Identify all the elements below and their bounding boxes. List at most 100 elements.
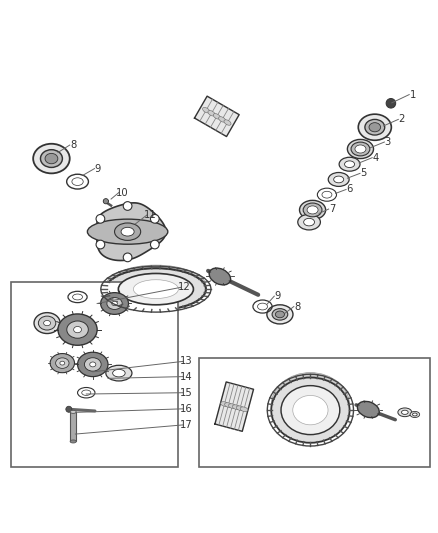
Ellipse shape bbox=[121, 228, 134, 236]
Ellipse shape bbox=[60, 361, 65, 365]
Ellipse shape bbox=[40, 150, 62, 167]
Ellipse shape bbox=[34, 313, 60, 334]
Text: 8: 8 bbox=[294, 302, 300, 312]
Text: 15: 15 bbox=[180, 387, 193, 398]
Ellipse shape bbox=[224, 120, 231, 125]
Ellipse shape bbox=[115, 223, 141, 240]
Ellipse shape bbox=[298, 214, 321, 230]
Circle shape bbox=[96, 214, 105, 223]
Text: 17: 17 bbox=[180, 420, 193, 430]
Ellipse shape bbox=[369, 123, 381, 132]
Circle shape bbox=[123, 253, 132, 262]
Ellipse shape bbox=[307, 206, 318, 214]
Text: 3: 3 bbox=[385, 137, 391, 147]
Circle shape bbox=[386, 99, 396, 108]
Bar bbox=[199, 358, 430, 467]
Ellipse shape bbox=[45, 154, 58, 164]
Polygon shape bbox=[215, 382, 254, 431]
Text: 10: 10 bbox=[116, 188, 129, 198]
Polygon shape bbox=[97, 203, 166, 261]
Bar bbox=[70, 412, 76, 441]
Ellipse shape bbox=[33, 144, 70, 173]
Circle shape bbox=[150, 240, 159, 249]
Circle shape bbox=[123, 201, 132, 211]
Text: 4: 4 bbox=[373, 152, 379, 163]
Ellipse shape bbox=[345, 161, 355, 167]
Ellipse shape bbox=[410, 411, 420, 417]
Ellipse shape bbox=[271, 373, 350, 438]
Ellipse shape bbox=[50, 353, 74, 373]
Ellipse shape bbox=[267, 305, 293, 324]
Bar bbox=[11, 282, 178, 467]
Ellipse shape bbox=[107, 297, 122, 310]
Ellipse shape bbox=[78, 352, 108, 377]
Ellipse shape bbox=[398, 408, 412, 417]
Ellipse shape bbox=[106, 265, 206, 307]
Ellipse shape bbox=[88, 219, 168, 244]
Ellipse shape bbox=[276, 311, 285, 318]
Ellipse shape bbox=[229, 404, 236, 408]
Ellipse shape bbox=[303, 203, 322, 217]
Ellipse shape bbox=[213, 114, 220, 119]
Ellipse shape bbox=[209, 268, 231, 285]
Text: 12: 12 bbox=[178, 282, 191, 293]
Ellipse shape bbox=[357, 401, 379, 418]
Ellipse shape bbox=[44, 320, 50, 326]
Ellipse shape bbox=[293, 395, 328, 425]
Ellipse shape bbox=[106, 268, 206, 310]
Ellipse shape bbox=[70, 440, 76, 443]
Ellipse shape bbox=[355, 145, 366, 153]
Text: 13: 13 bbox=[180, 357, 193, 366]
Ellipse shape bbox=[85, 358, 101, 371]
Ellipse shape bbox=[225, 403, 232, 407]
Circle shape bbox=[96, 240, 105, 249]
Circle shape bbox=[150, 214, 159, 223]
Ellipse shape bbox=[70, 410, 76, 414]
Circle shape bbox=[103, 199, 109, 204]
Ellipse shape bbox=[351, 142, 370, 156]
Ellipse shape bbox=[58, 314, 97, 345]
Ellipse shape bbox=[358, 114, 391, 140]
Ellipse shape bbox=[413, 413, 417, 416]
Ellipse shape bbox=[133, 280, 178, 298]
Ellipse shape bbox=[113, 369, 125, 377]
Text: 9: 9 bbox=[95, 164, 101, 174]
Ellipse shape bbox=[233, 405, 240, 409]
Ellipse shape bbox=[106, 365, 132, 381]
Ellipse shape bbox=[219, 117, 226, 122]
Ellipse shape bbox=[271, 377, 350, 443]
Text: 2: 2 bbox=[399, 115, 405, 124]
Ellipse shape bbox=[67, 321, 88, 338]
Ellipse shape bbox=[118, 273, 194, 305]
Circle shape bbox=[66, 406, 72, 413]
Ellipse shape bbox=[300, 200, 325, 220]
Ellipse shape bbox=[101, 293, 128, 314]
Ellipse shape bbox=[272, 309, 288, 320]
Text: 8: 8 bbox=[70, 140, 76, 150]
Text: 16: 16 bbox=[180, 404, 193, 414]
Ellipse shape bbox=[56, 358, 69, 368]
Ellipse shape bbox=[347, 140, 374, 158]
Ellipse shape bbox=[304, 219, 314, 226]
Ellipse shape bbox=[402, 410, 408, 414]
Ellipse shape bbox=[339, 157, 360, 171]
Text: 6: 6 bbox=[346, 184, 353, 195]
Ellipse shape bbox=[39, 316, 56, 330]
Text: 5: 5 bbox=[360, 168, 367, 179]
Ellipse shape bbox=[281, 386, 340, 434]
Text: 14: 14 bbox=[180, 372, 193, 382]
Ellipse shape bbox=[334, 176, 344, 183]
Ellipse shape bbox=[203, 108, 210, 113]
Ellipse shape bbox=[90, 362, 96, 367]
Ellipse shape bbox=[208, 110, 215, 116]
Text: 7: 7 bbox=[329, 204, 336, 214]
Text: 11: 11 bbox=[144, 210, 157, 220]
Ellipse shape bbox=[236, 406, 244, 410]
Ellipse shape bbox=[221, 402, 228, 406]
Polygon shape bbox=[194, 96, 239, 136]
Ellipse shape bbox=[365, 119, 385, 135]
Ellipse shape bbox=[328, 173, 349, 187]
Ellipse shape bbox=[112, 301, 117, 305]
Text: 1: 1 bbox=[410, 90, 416, 100]
Ellipse shape bbox=[240, 407, 248, 411]
